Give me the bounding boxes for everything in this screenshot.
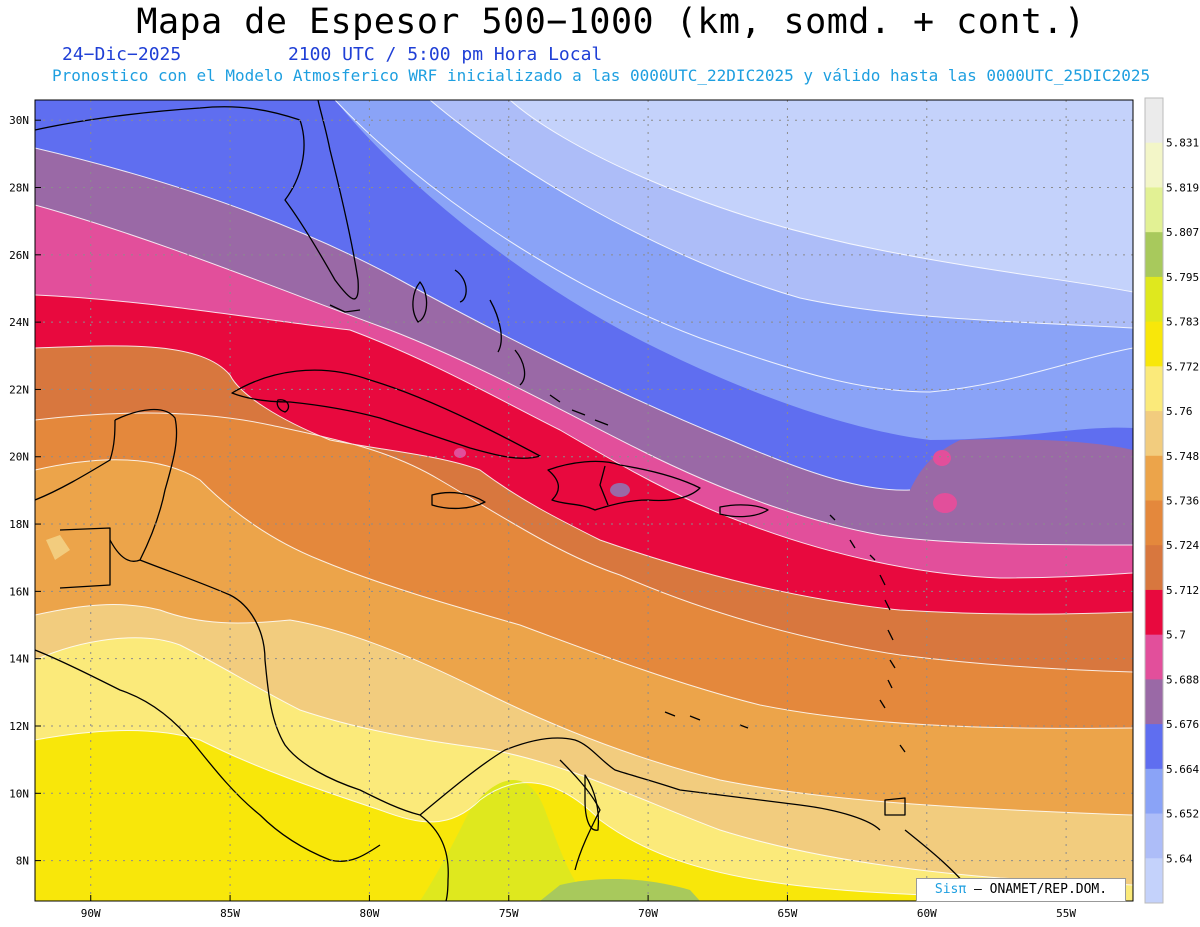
lat-tick-label: 30N xyxy=(9,114,29,127)
colorbar-swatch xyxy=(1145,813,1163,859)
colorbar-swatch xyxy=(1145,634,1163,680)
central-america-caribbean xyxy=(139,559,421,816)
cuba xyxy=(231,369,541,459)
credit-brand: Sisπ xyxy=(934,882,967,897)
colorbar-swatch xyxy=(1145,321,1163,367)
colorbar-label: 5.724 xyxy=(1166,539,1199,552)
lat-tick-label: 14N xyxy=(9,653,29,666)
colorbar-label: 5.7 xyxy=(1166,629,1186,642)
bahamas-cat xyxy=(514,349,526,386)
colorbar-label: 5.795 xyxy=(1166,271,1199,284)
florida-keys xyxy=(329,304,361,313)
lat-tick-label: 20N xyxy=(9,451,29,464)
colorbar-label: 5.688 xyxy=(1166,673,1199,686)
colorbar-label: 5.736 xyxy=(1166,495,1199,508)
colorbar-label: 5.831 xyxy=(1166,137,1199,150)
bahamas-south xyxy=(549,394,609,426)
lon-tick-label: 55W xyxy=(1056,907,1076,920)
colorbar: 5.831 5.819 5.807 5.795 5.783 5.772 5.76 5.748 5… xyxy=(1144,97,1199,904)
graticule xyxy=(35,100,1133,901)
lat-tick-label: 28N xyxy=(9,182,29,195)
maracaibo-lake xyxy=(584,774,600,831)
colorbar-swatch xyxy=(1145,679,1163,725)
bahamas-abaco xyxy=(454,269,467,303)
colorbar-swatch xyxy=(1145,411,1163,457)
lon-tick-label: 60W xyxy=(917,907,937,920)
colorbar-label: 5.652 xyxy=(1166,808,1199,821)
colorbar-swatch xyxy=(1145,232,1163,278)
mexico-gulf xyxy=(35,419,116,501)
yucatan xyxy=(109,408,178,562)
belize-guatemala xyxy=(59,527,111,589)
lesser-antilles xyxy=(829,514,906,753)
colorbar-swatch xyxy=(1145,724,1163,770)
colorbar-label: 5.748 xyxy=(1166,450,1199,463)
puerto-rico xyxy=(719,504,769,518)
lat-tick-label: 8N xyxy=(16,855,29,868)
lat-tick-label: 26N xyxy=(9,249,29,262)
florida-peninsula xyxy=(284,100,359,300)
lon-tick-label: 90W xyxy=(81,907,101,920)
colorbar-label: 5.819 xyxy=(1166,181,1199,194)
lon-tick-label: 70W xyxy=(638,907,658,920)
colorbar-label: 5.807 xyxy=(1166,226,1199,239)
colorbar-label: 5.664 xyxy=(1166,763,1199,776)
lat-tick-label: 12N xyxy=(9,720,29,733)
lon-tick-label: 75W xyxy=(499,907,519,920)
colorbar-swatch xyxy=(1145,545,1163,591)
lon-tick-label: 80W xyxy=(359,907,379,920)
colorbar-swatch xyxy=(1145,768,1163,815)
colorbar-label: 5.772 xyxy=(1166,360,1199,373)
credit-box: Sisπ – ONAMET/REP.DOM. xyxy=(916,878,1126,902)
colorbar-label: 5.676 xyxy=(1166,718,1199,731)
colorbar-frame xyxy=(1144,97,1164,904)
lat-tick-label: 24N xyxy=(9,316,29,329)
forecast-subtitle: Pronostico con el Modelo Atmosferico WRF… xyxy=(52,66,1151,85)
colorbar-swatch xyxy=(1145,500,1163,546)
lat-tick-label: 16N xyxy=(9,585,29,598)
date-label: 24−Dic−2025 xyxy=(62,44,182,65)
colorbar-swatch xyxy=(1145,455,1163,501)
lat-tick-label: 18N xyxy=(9,518,29,531)
panama-colombia xyxy=(419,814,449,901)
coastlines xyxy=(35,100,981,901)
map-frame xyxy=(34,99,1134,902)
page-title: Mapa de Espesor 500−1000 (km, somd. + co… xyxy=(136,2,1086,42)
colorbar-label: 5.76 xyxy=(1166,405,1193,418)
thickness-bands xyxy=(35,100,1133,901)
colorbar-label: 5.712 xyxy=(1166,584,1199,597)
colorbar-label: 5.64 xyxy=(1166,852,1193,865)
lon-tick-label: 85W xyxy=(220,907,240,920)
gulf-venezuela xyxy=(559,759,601,871)
hispaniola xyxy=(547,460,701,511)
colorbar-swatch xyxy=(1145,142,1163,188)
bahamas-eleuthera xyxy=(489,299,502,353)
colorbar-swatch xyxy=(1145,366,1163,412)
time-label: 2100 UTC / 5:00 pm Hora Local xyxy=(288,44,603,65)
colorbar-label: 5.783 xyxy=(1166,316,1199,329)
colorbar-swatch xyxy=(1145,187,1163,233)
central-america-pacific xyxy=(35,649,381,862)
lat-tick-label: 10N xyxy=(9,787,29,800)
abc-islands xyxy=(664,711,749,729)
colorbar-swatch xyxy=(1145,858,1163,904)
credit-text: – ONAMET/REP.DOM. xyxy=(974,882,1108,897)
trinidad xyxy=(884,797,906,816)
gulf-coast xyxy=(35,106,301,131)
lon-tick-label: 65W xyxy=(777,907,797,920)
colorbar-swatch xyxy=(1145,276,1163,323)
jamaica xyxy=(431,491,486,510)
axis-labels: 30N 28N 26N 24N 22N 20N 18N 16N 14N 12N 10N 8N 90W 85… xyxy=(9,114,1076,920)
colorbar-swatch xyxy=(1145,98,1163,144)
isla-juventud xyxy=(276,399,290,413)
haiti-border xyxy=(599,465,609,506)
colombia-venezuela xyxy=(419,737,881,831)
lat-tick-label: 22N xyxy=(9,383,29,396)
colorbar-swatch xyxy=(1145,589,1163,636)
bahamas-andros xyxy=(412,281,428,323)
